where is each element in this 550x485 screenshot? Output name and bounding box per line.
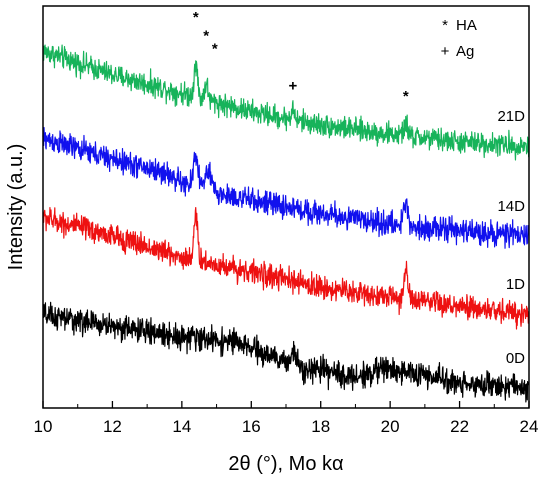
- x-tick-label: 10: [34, 417, 53, 436]
- peak-marker: *: [203, 27, 209, 44]
- series-label: 21D: [497, 108, 525, 125]
- plot-frame: [42, 5, 530, 409]
- series-line-21d: [42, 44, 530, 161]
- x-axis-title: 2θ (°), Mo kα: [228, 453, 343, 475]
- legend-symbol: +: [441, 43, 450, 60]
- x-tick-label: 18: [311, 417, 330, 436]
- series-label: 0D: [506, 350, 525, 367]
- peak-marker: *: [403, 88, 409, 105]
- x-tick-label: 20: [381, 417, 400, 436]
- legend-symbol: *: [442, 17, 448, 34]
- series-label: 14D: [497, 198, 525, 215]
- legend-label: HA: [456, 17, 477, 34]
- legend-label: Ag: [456, 43, 474, 60]
- y-axis-title: Intensity (a.u.): [5, 144, 27, 271]
- peak-marker: +: [289, 78, 298, 95]
- peak-marker: *: [212, 41, 218, 58]
- peak-marker: *: [193, 9, 199, 26]
- x-tick-label: 16: [242, 417, 261, 436]
- x-axis-ticks: 10 12 14 16 18 20 22 24: [34, 401, 539, 436]
- x-tick-label: 14: [172, 417, 191, 436]
- series-line-14d: [42, 126, 530, 249]
- series-line-0d: [42, 301, 530, 403]
- x-tick-label: 12: [103, 417, 122, 436]
- x-tick-label: 22: [450, 417, 469, 436]
- series-label: 1D: [506, 276, 525, 293]
- series-line-1d: [42, 206, 530, 330]
- legend: * HA + Ag: [441, 17, 477, 60]
- x-tick-label: 24: [520, 417, 539, 436]
